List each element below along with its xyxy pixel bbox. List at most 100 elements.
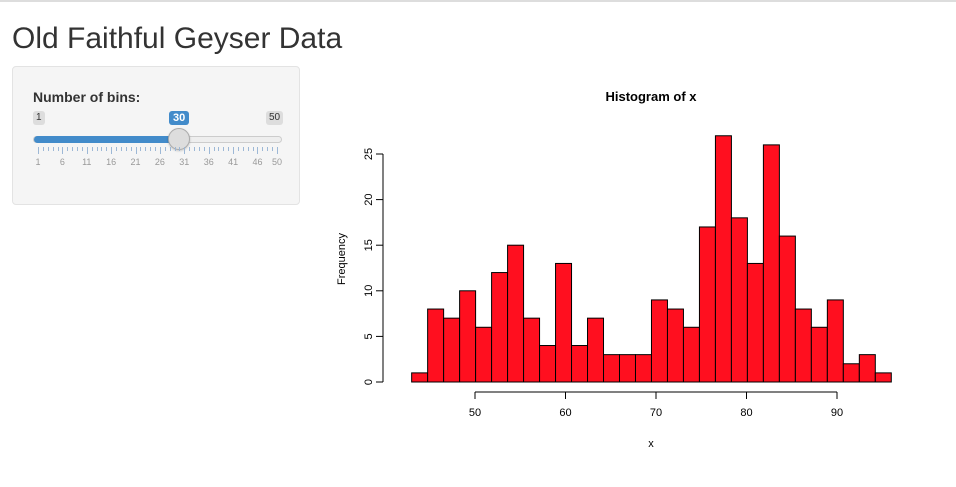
slider-tick xyxy=(38,147,39,154)
slider-tick xyxy=(67,147,69,151)
slider-tick xyxy=(233,147,235,154)
slider-tick xyxy=(150,147,152,151)
slider-tick xyxy=(252,147,254,151)
slider-tick xyxy=(130,147,132,151)
slider-value-label: 30 xyxy=(169,111,190,125)
slider-tick xyxy=(57,147,59,151)
slider-tick-label: 6 xyxy=(59,157,65,167)
histogram-bar xyxy=(858,354,876,383)
x-tick-label: 90 xyxy=(831,407,843,419)
y-tick-label: 25 xyxy=(363,148,375,160)
page-title: Old Faithful Geyser Data xyxy=(12,22,343,55)
y-tick-label: 15 xyxy=(363,239,375,251)
y-tick-label: 20 xyxy=(363,193,375,205)
slider-tick xyxy=(272,147,274,151)
slider-tick xyxy=(242,147,244,151)
bins-slider-fill xyxy=(34,136,181,143)
histogram-bar xyxy=(810,326,828,383)
slider-tick-label: 50 xyxy=(271,157,283,167)
slider-tick xyxy=(106,147,108,151)
slider-tick xyxy=(96,147,98,151)
slider-tick xyxy=(194,147,196,151)
slider-tick xyxy=(208,147,210,154)
histogram-bar xyxy=(650,299,668,383)
slider-tick-label: 1 xyxy=(35,157,41,167)
histogram-bar xyxy=(842,363,860,383)
slider-tick xyxy=(169,147,171,151)
x-tick-label: 50 xyxy=(469,407,481,419)
top-border xyxy=(0,0,956,2)
slider-tick xyxy=(81,147,83,151)
slider-tick xyxy=(140,147,142,151)
y-tick-label: 0 xyxy=(363,379,375,385)
slider-tick xyxy=(277,147,278,154)
histogram-bar xyxy=(634,354,652,383)
slider-tick xyxy=(179,147,181,151)
slider-tick xyxy=(159,147,161,154)
slider-tick xyxy=(101,147,103,151)
slider-tick xyxy=(262,147,264,151)
slider-tick xyxy=(116,147,118,151)
histogram-bar xyxy=(491,272,509,383)
chart-title: Histogram of x xyxy=(605,89,697,104)
y-axis-label: Frequency xyxy=(336,233,348,285)
histogram-bar xyxy=(874,372,892,383)
slider-tick-label: 46 xyxy=(252,157,263,167)
x-tick-label: 70 xyxy=(650,407,662,419)
slider-tick xyxy=(267,147,269,151)
histogram-bar xyxy=(411,372,429,383)
slider-tick xyxy=(257,147,259,154)
histogram-bar xyxy=(778,235,796,383)
y-tick-label: 10 xyxy=(363,285,375,297)
histogram-bar xyxy=(459,290,477,383)
histogram-bar xyxy=(698,226,716,383)
slider-tick xyxy=(213,147,215,151)
slider-tick-label: 31 xyxy=(179,157,190,167)
slider-tick-label: 11 xyxy=(82,157,92,167)
slider-tick xyxy=(237,147,239,151)
slider-tick xyxy=(62,147,64,154)
slider-tick-label: 26 xyxy=(154,157,165,167)
histogram-bar xyxy=(523,317,541,383)
histogram-bar xyxy=(539,345,557,383)
histogram-bar xyxy=(826,299,844,383)
slider-ticks: 1 6 11 16 21 26 31 36 41 46 50 xyxy=(13,147,301,177)
slider-tick xyxy=(174,147,176,151)
slider-min-label: 1 xyxy=(33,111,45,125)
bins-slider-track[interactable] xyxy=(33,136,282,143)
x-tick-label: 80 xyxy=(740,407,752,419)
slider-tick xyxy=(72,147,74,151)
histogram-bar xyxy=(507,244,525,383)
histogram-bar xyxy=(730,217,748,383)
histogram-bar xyxy=(571,345,589,383)
slider-tick xyxy=(91,147,93,151)
histogram-bar xyxy=(746,262,764,383)
slider-tick-label: 16 xyxy=(106,157,117,167)
histogram-bar xyxy=(682,326,700,383)
slider-tick xyxy=(47,147,49,151)
slider-max-label: 50 xyxy=(266,111,284,125)
slider-tick xyxy=(52,147,54,151)
slider-tick xyxy=(111,147,113,154)
slider-tick xyxy=(125,147,127,151)
slider-tick xyxy=(145,147,147,151)
x-tick-label: 60 xyxy=(559,407,571,419)
slider-tick xyxy=(164,147,166,151)
slider-tick xyxy=(42,147,44,151)
y-tick-label: 5 xyxy=(363,333,375,339)
histogram-bar xyxy=(475,326,493,383)
slider-tick xyxy=(228,147,230,151)
histogram-bar xyxy=(555,262,573,383)
sidebar-panel: Number of bins: 1 30 50 1 6 11 16 21 26 31 36 41… xyxy=(12,66,300,205)
histogram-bar xyxy=(618,354,636,383)
slider-tick-label: 41 xyxy=(228,157,239,167)
slider-tick xyxy=(155,147,157,151)
x-axis-label: x xyxy=(648,438,654,450)
histogram-bar xyxy=(587,317,605,383)
slider-tick xyxy=(218,147,220,151)
slider-tick xyxy=(198,147,200,151)
slider-tick xyxy=(77,147,79,151)
slider-tick xyxy=(86,147,88,154)
slider-tick xyxy=(247,147,249,151)
